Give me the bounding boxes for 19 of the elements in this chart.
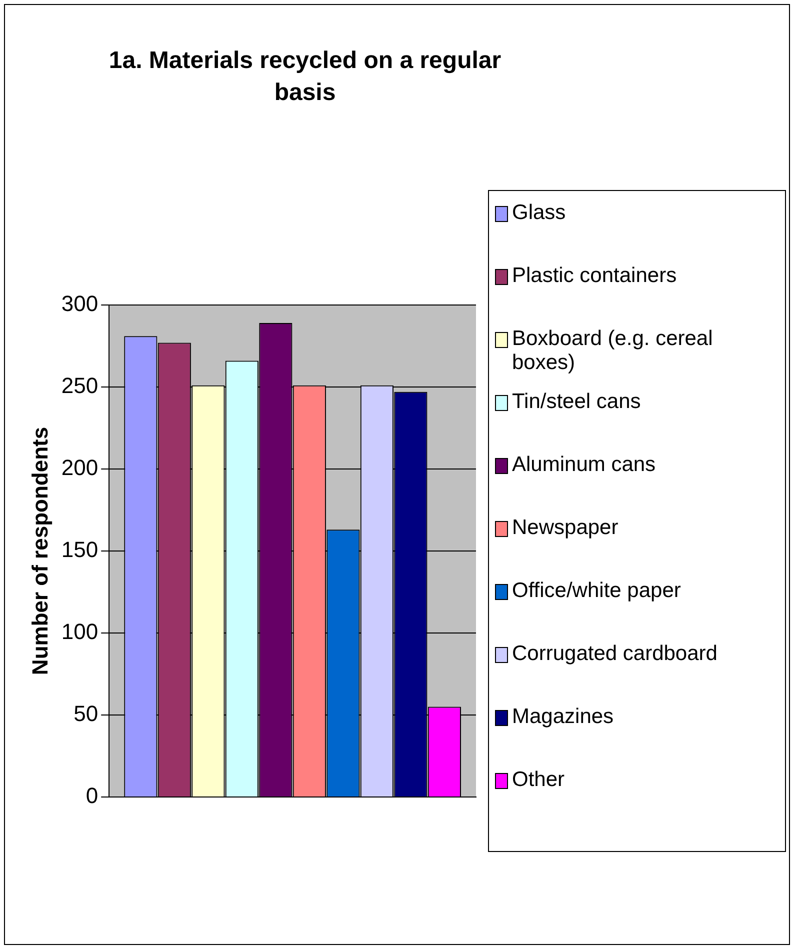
legend-label: Boxboard (e.g. cereal boxes) — [512, 327, 714, 375]
y-tick-label: 50 — [74, 701, 98, 726]
legend-label: Newspaper — [512, 516, 618, 540]
legend-label: Other — [512, 768, 565, 792]
y-axis-title: Number of respondents — [27, 426, 52, 676]
chart-title: 1a. Materials recycled on a regular basis — [108, 46, 502, 108]
y-tick-label: 250 — [61, 373, 98, 398]
legend-label: Corrugated cardboard — [512, 642, 718, 666]
legend-label: Plastic containers — [512, 264, 677, 288]
y-tick-label: 0 — [86, 783, 98, 808]
y-tick-label: 100 — [61, 619, 98, 644]
legend-label: Aluminum cans — [512, 453, 656, 477]
legend-label: Office/white paper — [512, 579, 681, 603]
y-tick-label: 200 — [61, 455, 98, 480]
legend-label: Glass — [512, 201, 566, 225]
y-tick-label: 150 — [61, 537, 98, 562]
legend-label: Tin/steel cans — [512, 390, 641, 414]
y-tick-label: 300 — [61, 291, 98, 316]
legend-label: Magazines — [512, 705, 614, 729]
